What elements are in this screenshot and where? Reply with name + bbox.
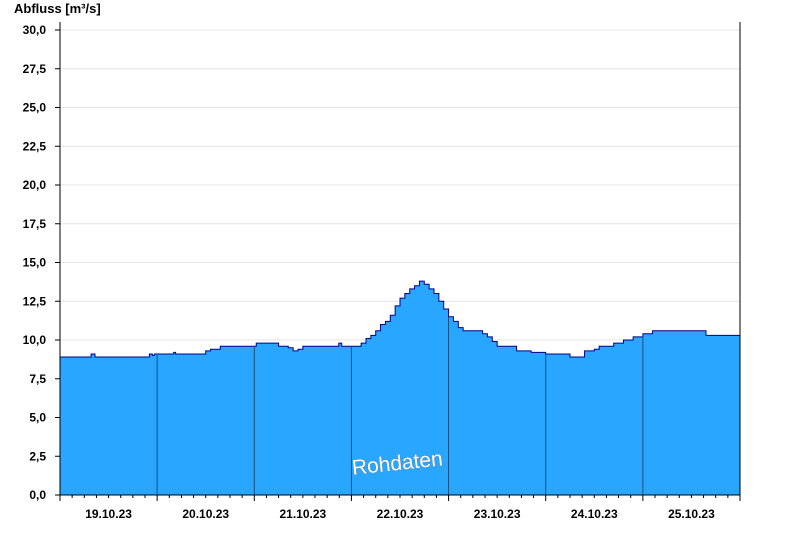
- x-tick-label: 22.10.23: [377, 507, 424, 521]
- y-tick-label: 12,5: [23, 294, 47, 308]
- y-tick-label: 15,0: [23, 256, 47, 270]
- day-separators: [156, 316, 644, 495]
- area-fill: [60, 281, 740, 495]
- y-tick-label: 30,0: [23, 23, 47, 37]
- y-tick-label: 27,5: [23, 62, 47, 76]
- x-tick-label: 21.10.23: [279, 507, 326, 521]
- y-tick-label: 22,5: [23, 139, 47, 153]
- y-tick-labels: 0,0 2,5 5,0 7,5 10,0 12,5 15,0 17,5 20,0 22,5 25,0…: [23, 23, 47, 502]
- x-tick-labels: 19.10.23 20.10.23 21.10.23 22.10.23 23.10.23…: [85, 507, 715, 521]
- data-area: [60, 280, 740, 495]
- y-tick-label: 5,0: [29, 411, 46, 425]
- series-line: [60, 280, 740, 358]
- y-tick-label: 10,0: [23, 333, 47, 347]
- y-tick-label: 2,5: [29, 449, 46, 463]
- x-tick-label: 24.10.23: [571, 507, 618, 521]
- y-tick-label: 7,5: [29, 372, 46, 386]
- x-tick-label: 23.10.23: [474, 507, 521, 521]
- y-tick-label: 17,5: [23, 217, 47, 231]
- axes: [55, 22, 741, 501]
- x-tick-label: 20.10.23: [182, 507, 229, 521]
- y-tick-label: 0,0: [29, 488, 46, 502]
- y-tick-label: 25,0: [23, 101, 47, 115]
- y-axis-label: Abfluss [m³/s]: [14, 1, 101, 16]
- x-tick-label: 25.10.23: [668, 507, 715, 521]
- x-tick-label: 19.10.23: [85, 507, 132, 521]
- y-tick-label: 20,0: [23, 178, 47, 192]
